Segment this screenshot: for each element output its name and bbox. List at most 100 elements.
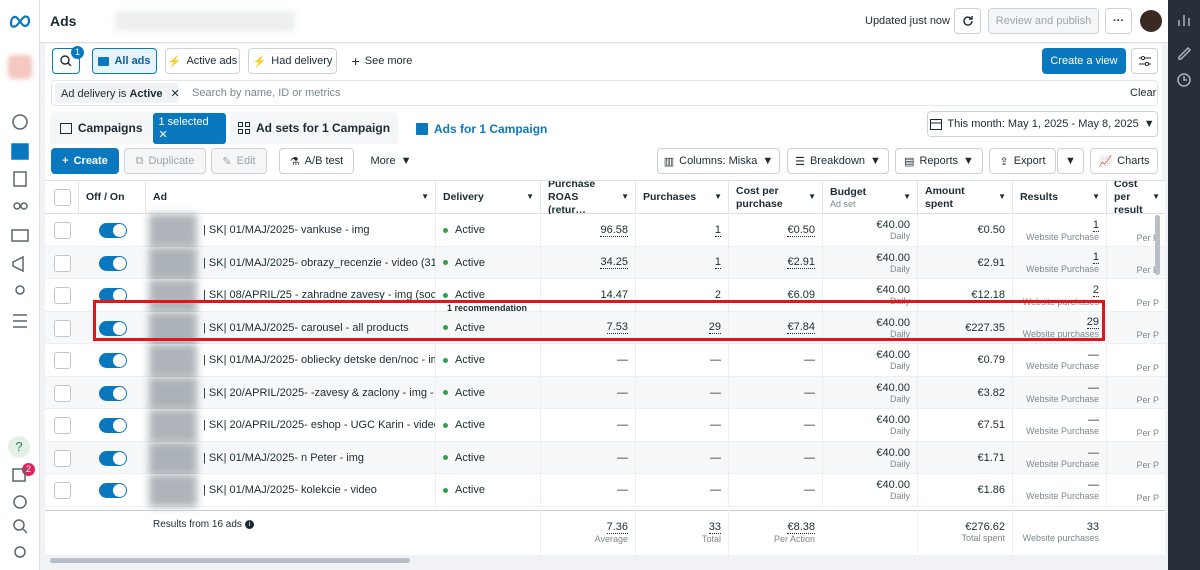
delivery-toggle[interactable]: [99, 418, 127, 433]
delivery-toggle[interactable]: [99, 255, 127, 271]
delivery-label: Active: [455, 484, 485, 497]
create-view-button[interactable]: Create a view: [1042, 48, 1126, 74]
ad-sets-tab[interactable]: Ad sets for 1 Campaign: [230, 112, 398, 144]
create-button[interactable]: + Create: [51, 148, 119, 174]
column-header-label: Purchases: [643, 191, 697, 203]
right-icons[interactable]: [1176, 12, 1192, 92]
active-ads-button[interactable]: ⚡ Active ads: [165, 48, 240, 74]
column-header[interactable]: Cost per purchase ▼: [728, 181, 822, 214]
all-ads-button[interactable]: All ads: [92, 48, 157, 74]
clear-filters[interactable]: Clear: [1130, 87, 1157, 99]
column-header[interactable]: Off / On: [78, 181, 145, 214]
select-all-checkbox[interactable]: [54, 189, 71, 206]
column-header[interactable]: Budget Ad set ▼: [822, 181, 917, 214]
see-more-button[interactable]: + See more: [347, 48, 417, 74]
horizontal-scrollbar[interactable]: [45, 555, 1165, 567]
column-header[interactable]: Delivery ▼: [435, 181, 540, 214]
account-avatar[interactable]: [8, 55, 32, 79]
row-checkbox[interactable]: [54, 319, 71, 337]
cell-sub: Daily: [889, 361, 910, 372]
row-checkbox[interactable]: [54, 417, 71, 434]
cost-per-result-sub: Per P: [1136, 460, 1159, 470]
breakdown-button[interactable]: ☰ Breakdown ▼: [787, 148, 889, 174]
reports-button[interactable]: ▤ Reports ▼: [895, 148, 983, 174]
more-options-button[interactable]: ···: [1105, 8, 1132, 34]
row-checkbox[interactable]: [54, 482, 71, 499]
delivery-toggle[interactable]: [99, 353, 127, 368]
review-publish-button[interactable]: Review and publish: [988, 8, 1099, 34]
settings-button[interactable]: [1131, 48, 1158, 74]
row-checkbox[interactable]: [54, 222, 71, 239]
row-cell: Per P: [1106, 376, 1165, 409]
cost-per-result-sub: Per P: [1136, 427, 1159, 438]
nav-icons[interactable]: [10, 112, 30, 332]
refresh-button[interactable]: [954, 8, 981, 34]
table-row: [45, 376, 1165, 409]
ads-tab[interactable]: Ads for 1 Campaign: [404, 112, 572, 146]
edit-button[interactable]: ✎ Edit: [211, 148, 267, 174]
cell-value: €12.18: [971, 289, 1005, 302]
ad-thumbnail: [149, 246, 197, 279]
export-button[interactable]: ⇪ Export: [989, 148, 1056, 174]
info-icon: i: [245, 519, 254, 529]
vertical-scrollbar[interactable]: [1155, 215, 1160, 275]
cell-value: —: [1088, 479, 1099, 492]
delivery-status: Active: [443, 419, 533, 431]
account-selector[interactable]: [115, 11, 295, 31]
more-button[interactable]: More ▼: [362, 148, 420, 174]
active-ads-label: Active ads: [186, 55, 238, 67]
footer-value: €276.62: [965, 521, 1005, 533]
create-label: Create: [73, 155, 108, 167]
delivery-toggle[interactable]: [99, 385, 127, 401]
delivery-label: Active: [455, 354, 485, 367]
footer-sub: Per Action: [773, 533, 815, 544]
ab-test-button[interactable]: ⚗ A/B test: [279, 148, 354, 174]
ad-name: | SK| 01/MAJ/2025- kolekcie - video: [203, 484, 377, 497]
column-header[interactable]: Purchase ROAS (retur… ▼: [540, 181, 635, 214]
row-checkbox[interactable]: [54, 449, 71, 467]
filter-chip[interactable]: Ad delivery is Active ✕: [55, 83, 180, 103]
row-checkbox[interactable]: [54, 254, 71, 272]
bottom-icons[interactable]: [10, 466, 30, 561]
charts-button[interactable]: 📈 Charts: [1090, 148, 1158, 174]
search-badge: 1: [71, 46, 84, 59]
duplicate-button[interactable]: ⧉ Duplicate: [124, 148, 206, 174]
row-checkbox[interactable]: [54, 287, 71, 304]
delivery-toggle[interactable]: [99, 288, 127, 303]
row-cell: €40.00 Daily: [822, 246, 917, 279]
column-header[interactable]: Cost per result ▼: [1106, 181, 1165, 214]
column-header[interactable]: Ad ▼: [145, 181, 435, 214]
status-dot: [443, 487, 448, 493]
row-cell: | SK| 01/MAJ/2025- n Peter - img: [145, 441, 435, 474]
column-header[interactable]: Results ▼: [1012, 181, 1106, 214]
delivery-toggle[interactable]: [99, 450, 127, 466]
row-cell: Per P: [1106, 409, 1165, 442]
row-cell: Per P: [1106, 214, 1165, 247]
date-range-button[interactable]: This month: May 1, 2025 - May 8, 2025 ▼: [927, 111, 1158, 137]
help-button[interactable]: ?: [8, 436, 30, 458]
sort-arrow: ▼: [1092, 192, 1100, 201]
row-checkbox[interactable]: [54, 384, 71, 402]
row-checkbox[interactable]: [54, 352, 71, 369]
row-cell: 29 Website purchases: [1012, 311, 1106, 344]
cell-value: €7.84: [787, 321, 815, 335]
search-input[interactable]: Search by name, ID or metrics: [192, 87, 341, 99]
had-delivery-button[interactable]: ⚡ Had delivery: [248, 48, 337, 74]
user-avatar[interactable]: [1140, 10, 1162, 32]
cell-value: €0.50: [787, 223, 815, 237]
delivery-toggle[interactable]: [99, 320, 127, 336]
export-dropdown[interactable]: ▼: [1057, 148, 1084, 174]
cell-value: €7.51: [977, 419, 1005, 432]
column-header-label: Results: [1020, 191, 1058, 203]
delivery-toggle[interactable]: [99, 483, 127, 498]
columns-button[interactable]: ▥ Columns: Miska ▼: [657, 148, 780, 174]
row-cell: 7.53: [540, 311, 635, 344]
row-cell: €40.00 Daily: [822, 474, 917, 507]
column-header[interactable]: Amount spent ▼: [917, 181, 1012, 214]
table-row: [45, 246, 1165, 279]
column-header[interactable]: Purchases ▼: [635, 181, 728, 214]
campaigns-tab[interactable]: Campaigns 1 selected ✕: [50, 112, 226, 144]
row-cell: —: [635, 409, 728, 442]
delivery-toggle[interactable]: [99, 223, 127, 238]
row-cell: | SK| 01/MAJ/2025- obrazy_recenzie - vid…: [145, 246, 435, 279]
